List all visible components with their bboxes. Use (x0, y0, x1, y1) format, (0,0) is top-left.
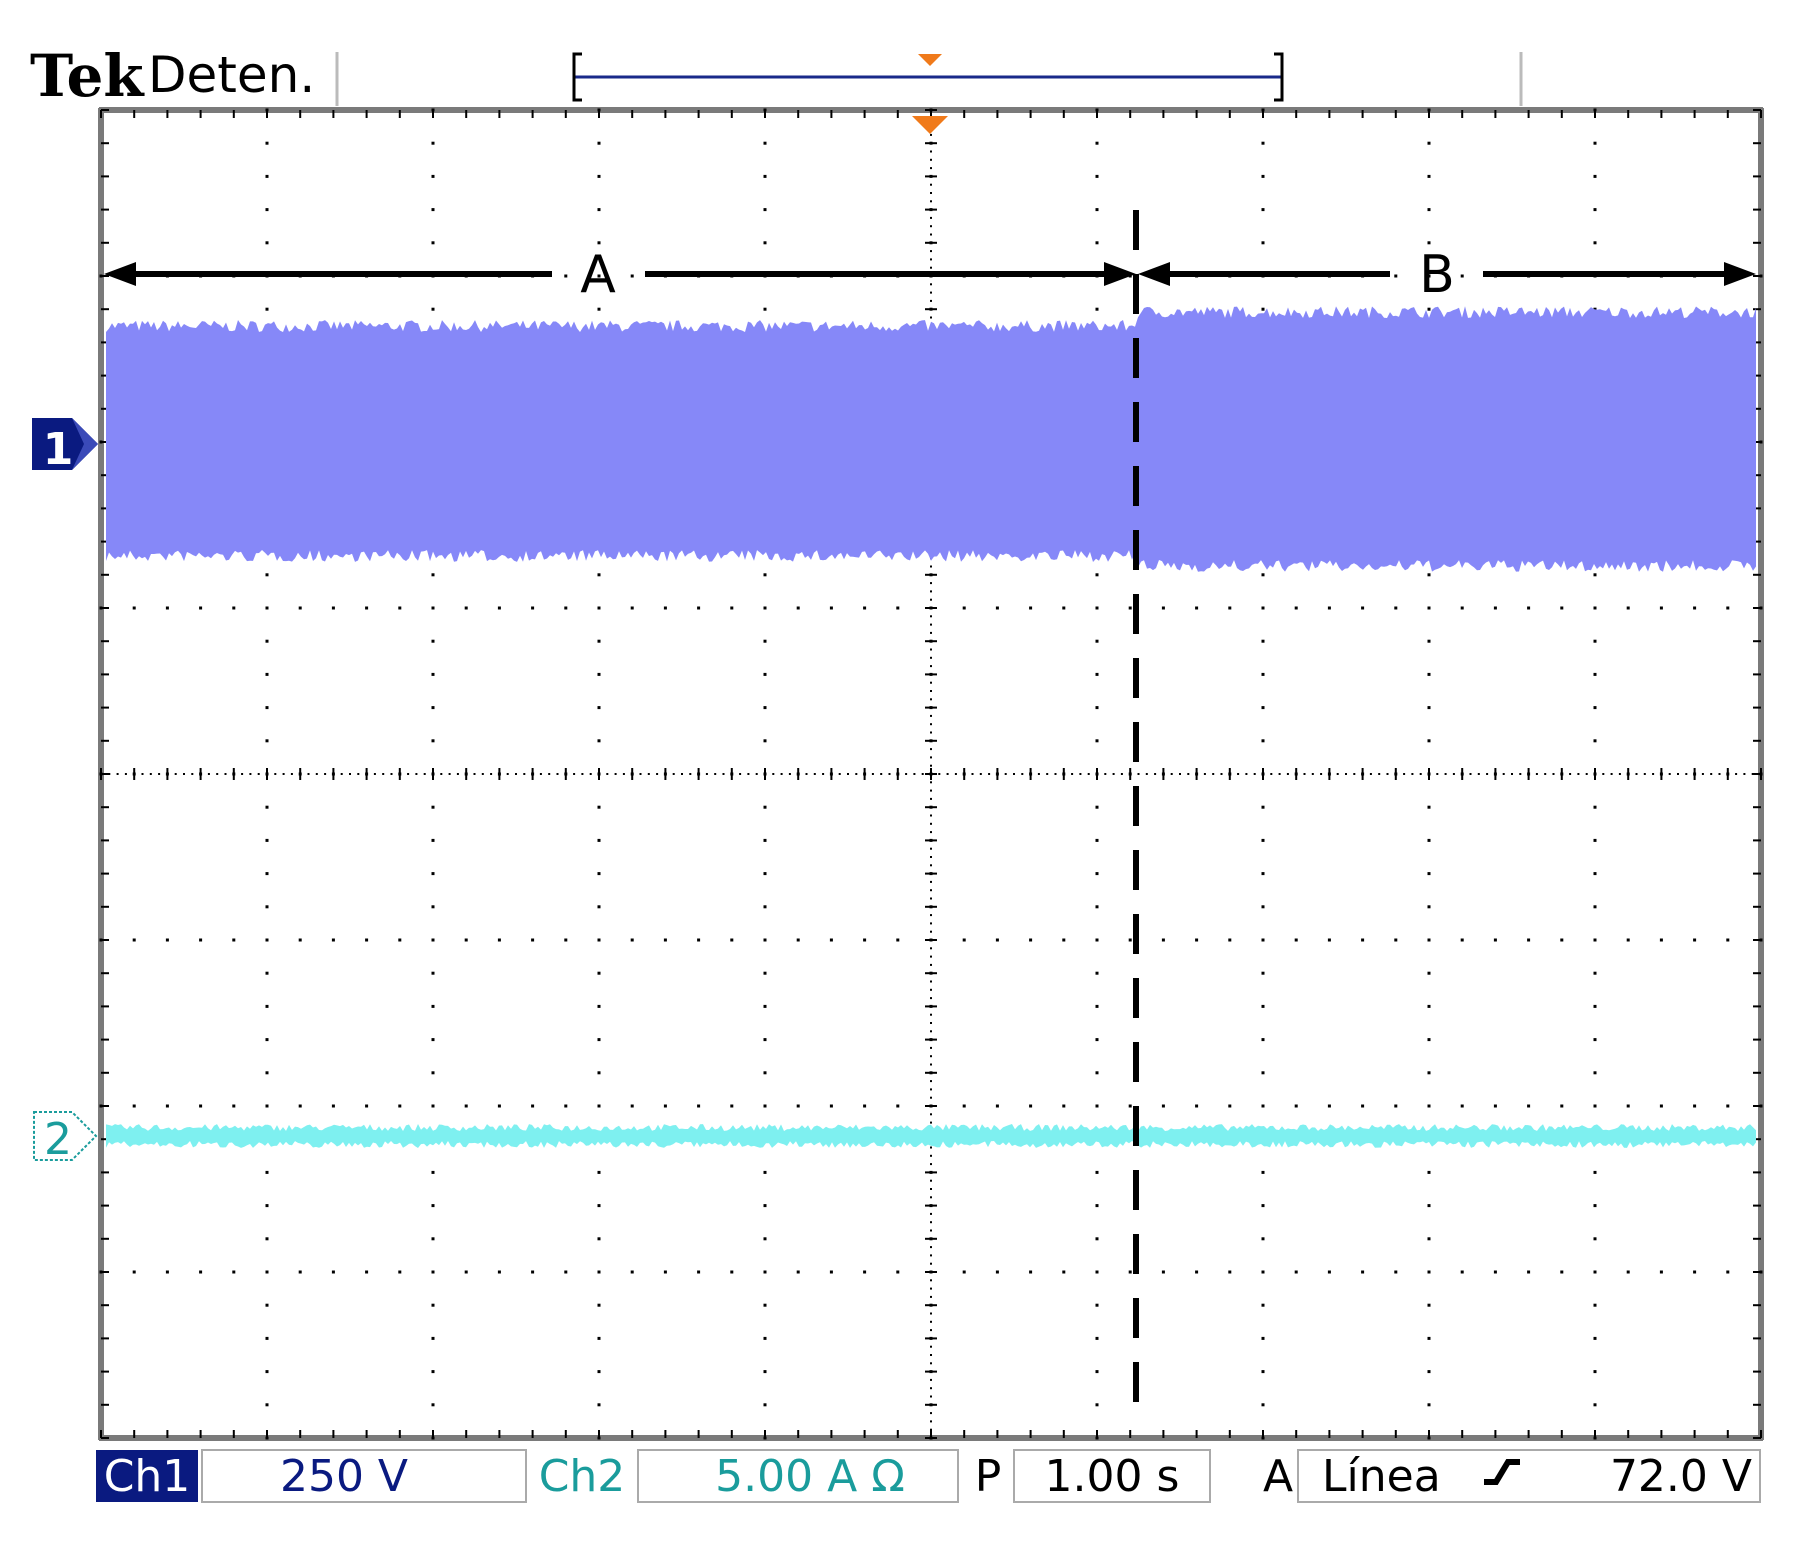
rising-edge-icon (1484, 1459, 1520, 1485)
ch1-label[interactable]: Ch1 (104, 1451, 191, 1502)
ch1-label-box (96, 1450, 198, 1502)
timebase-value[interactable]: 1.00 s (1045, 1451, 1180, 1502)
region-annotations: A B (104, 210, 1756, 1420)
ch2-ground-marker[interactable]: 2 (33, 1111, 98, 1165)
trigger-marker-icon (912, 116, 948, 134)
trigger-level[interactable]: 72.0 V (1610, 1451, 1752, 1502)
ch1-ground-marker[interactable]: 1 (32, 418, 98, 475)
trigger-source[interactable]: Línea (1322, 1451, 1441, 1502)
ch2-label[interactable]: Ch2 (539, 1451, 626, 1502)
ch1-waveform (106, 306, 1756, 572)
acquisition-status: Deten. (148, 46, 315, 104)
ch1-marker-label: 1 (43, 424, 74, 475)
arrow-right-icon (1724, 262, 1756, 286)
ch2-marker-label: 2 (44, 1114, 72, 1165)
brand-logo: Tek (30, 42, 145, 110)
ch1-scale-box (201, 1449, 527, 1503)
status-bar: Ch1 250 V Ch2 5.00 A Ω P 1.00 s A Línea … (96, 1449, 1761, 1503)
record-view-bar (572, 52, 1284, 102)
arrow-right-icon (1104, 262, 1136, 286)
trigger-position-icon (918, 54, 942, 66)
timebase-prefix: P (975, 1451, 1002, 1502)
trigger-prefix: A (1263, 1451, 1293, 1502)
arrow-left-icon (104, 262, 136, 286)
trigger-box (1297, 1449, 1761, 1503)
region-a-label: A (580, 245, 616, 305)
region-b-label: B (1419, 245, 1455, 305)
timebase-box (1013, 1449, 1211, 1503)
ch2-scale-box (637, 1449, 959, 1503)
ch2-waveform (106, 1124, 1756, 1148)
ch1-scale[interactable]: 250 V (280, 1451, 408, 1502)
ch2-scale[interactable]: 5.00 A Ω (715, 1451, 905, 1502)
arrow-left-icon (1138, 262, 1170, 286)
